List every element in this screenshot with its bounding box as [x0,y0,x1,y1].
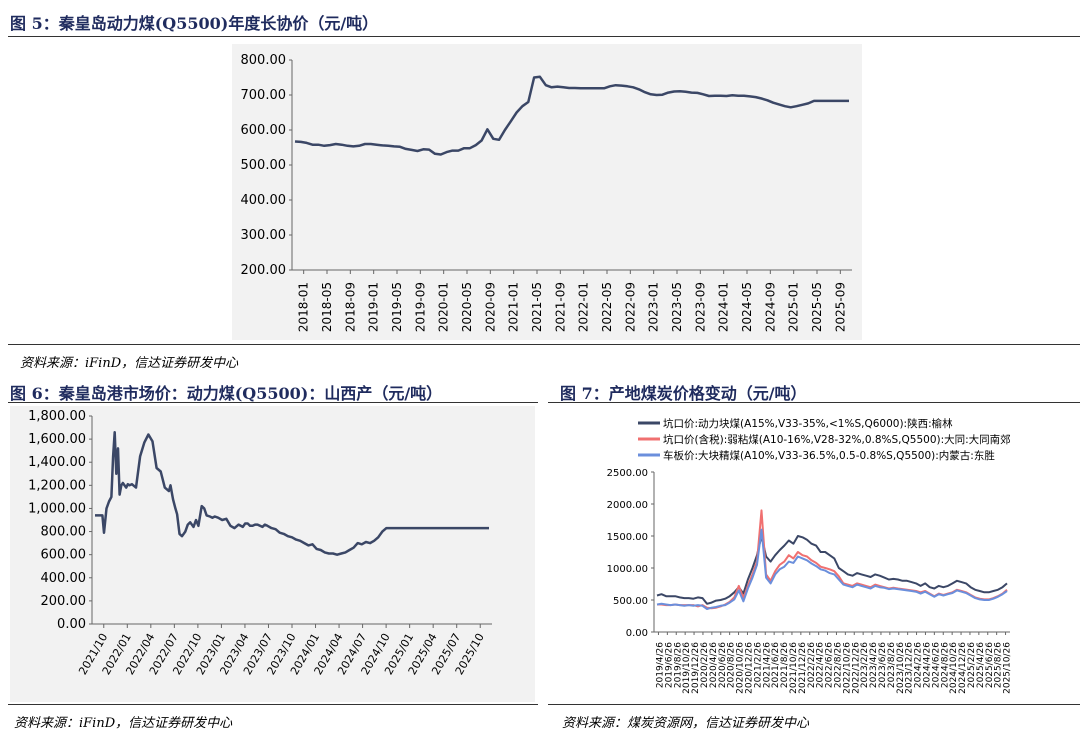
x-tick-label: 2025-09 [833,282,847,332]
y-tick-label: 800.00 [241,53,287,68]
figure-7-title: 图 7：产地煤炭价格变动（元/吨） [560,384,807,403]
y-tick-label: 300.00 [241,228,287,243]
x-tick-label: 2021-05 [530,282,544,332]
figure-7-top-rule [548,402,1080,403]
x-tick-label: 2025-05 [810,282,824,332]
x-tick-label: 2022-05 [600,282,614,332]
figure-5-plot-panel [232,44,862,340]
figure-6-bottom-rule [8,704,538,705]
figure-5-top-rule [8,36,1080,37]
x-tick-label: 2022-01 [577,282,591,332]
x-tick-label: 2020-01 [437,282,451,332]
figure-7-bottom-rule [548,704,1080,705]
x-tick-label: 2020-05 [460,282,474,332]
x-tick-label: 2020-09 [483,282,497,332]
x-tick-label: 2024-01 [717,282,731,332]
x-tick-label: 2021-09 [553,282,567,332]
x-tick-label: 2019-05 [390,282,404,332]
figure-5-title: 图 5：秦皇岛动力煤(Q5500)年度长协价（元/吨） [10,14,379,33]
x-tick-label: 2018-09 [343,282,357,332]
figure-6-top-rule [8,402,538,403]
x-tick-label: 2025-01 [787,282,801,332]
x-tick-label: 2018-05 [320,282,334,332]
x-tick-label: 2019-01 [367,282,381,332]
x-tick-label: 2024-09 [763,282,777,332]
figure-5-source: 资料来源：iFinD，信达证券研发中心 [20,356,239,371]
y-tick-label: 200.00 [241,263,287,278]
series-line-0 [294,75,849,156]
x-tick-label: 2021-01 [507,282,521,332]
x-tick-label: 2018-01 [297,282,311,332]
figure-6-plot-panel [10,406,535,702]
x-tick-label: 2023-09 [693,282,707,332]
y-tick-label: 500.00 [241,158,287,173]
y-tick-label: 400.00 [241,193,287,208]
x-tick-label: 2019-09 [413,282,427,332]
x-tick-label: 2024-05 [740,282,754,332]
figure-6-title: 图 6：秦皇岛港市场价：动力煤(Q5500)：山西产（元/吨） [10,384,443,403]
figure-7-source: 资料来源：煤炭资源网，信达证券研发中心 [562,716,810,731]
x-tick-label: 2023-05 [670,282,684,332]
x-tick-label: 2022-09 [623,282,637,332]
y-tick-label: 700.00 [241,88,287,103]
x-tick-label: 2023-01 [647,282,661,332]
y-tick-label: 600.00 [241,123,287,138]
figure-6-source: 资料来源：iFinD，信达证券研发中心 [14,716,233,731]
figure-5-bottom-rule [8,344,1080,345]
